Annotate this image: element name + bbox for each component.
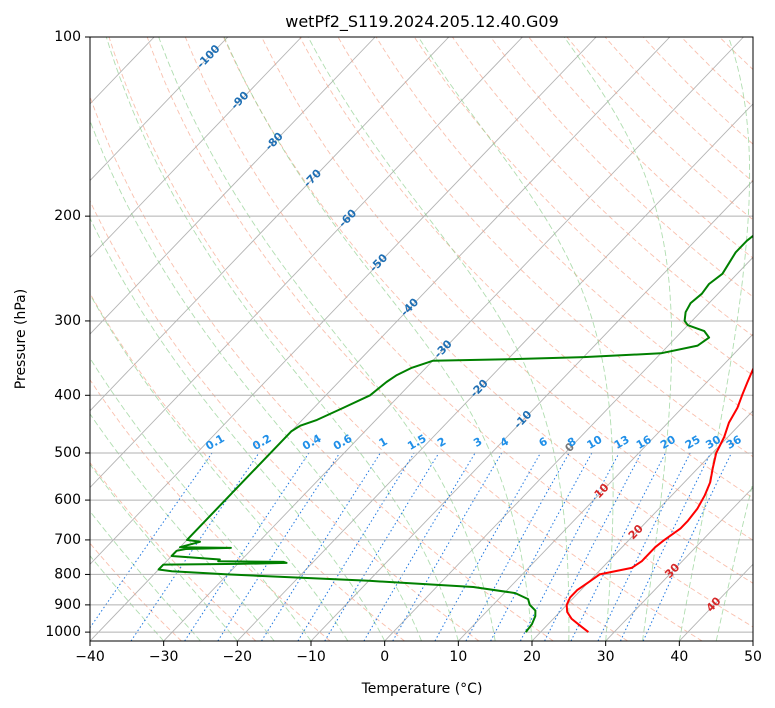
dry-adiabat-line (108, 37, 628, 641)
dry-adiabat-line (642, 37, 753, 145)
dry-adiabat-line (299, 37, 753, 499)
mixing-ratio-line (642, 452, 732, 641)
y-tick-label: 1000 (45, 624, 81, 640)
y-tick-label: 900 (54, 597, 81, 613)
y-axis-label: Pressure (hPa) (13, 289, 29, 389)
x-tick-label: −20 (223, 649, 253, 665)
dewpoint-profile-line (157, 234, 753, 633)
y-tick-label: 500 (54, 445, 81, 461)
moist-adiabat-line (90, 293, 349, 641)
mixing-ratio-line (217, 452, 341, 641)
y-axis-ticks: 100 200 300 400 500 600 700 800 900 1000 (45, 29, 90, 640)
mixing-ratio-line (363, 452, 476, 641)
x-tick-label: 20 (523, 649, 541, 665)
dry-adiabat-line (566, 37, 753, 221)
mixing-ratio-line (392, 452, 503, 641)
dry-adiabat-line (261, 37, 753, 541)
x-axis-ticks: −40 −30 −20 −10 0 10 20 30 40 50 (75, 641, 762, 665)
x-tick-label: −40 (75, 649, 105, 665)
mixing-ratio-line (261, 452, 381, 641)
y-tick-label: 800 (54, 566, 81, 582)
mixing-ratio-line (519, 452, 620, 641)
plot-frame (89, 36, 754, 642)
x-tick-label: 30 (597, 649, 615, 665)
y-tick-label: 200 (54, 208, 81, 224)
x-axis-label: Temperature (°C) (361, 681, 483, 697)
x-tick-label: 50 (744, 649, 762, 665)
y-tick-label: 700 (54, 532, 81, 548)
x-tick-label: 0 (380, 649, 389, 665)
moist-adiabat-line (90, 119, 422, 641)
mixing-ratio-line (297, 452, 415, 641)
y-tick-label: 600 (54, 492, 81, 508)
chart-title: wetPf2_S119.2024.205.12.40.G09 (285, 12, 559, 32)
mixing-ratio-line (324, 452, 440, 641)
mixing-ratio-line (184, 452, 310, 641)
y-tick-label: 300 (54, 313, 81, 329)
isotherm-line (90, 37, 229, 182)
isotherm-line (90, 37, 376, 335)
y-tick-label: 100 (54, 29, 81, 45)
profiles (157, 234, 753, 633)
x-tick-label: −10 (296, 649, 326, 665)
temperature-profile-line (565, 366, 753, 633)
isotherm-line (90, 37, 450, 412)
dry-adiabat-line (490, 37, 753, 298)
x-tick-label: −30 (149, 649, 179, 665)
dry-adiabat-line (90, 95, 554, 641)
dry-adiabat-line (452, 37, 753, 337)
isotherm-line (90, 37, 523, 489)
x-tick-label: 40 (670, 649, 688, 665)
isotherm-line (90, 37, 302, 258)
dry-adiabat-line (413, 37, 753, 377)
mixing-ratio-line (597, 452, 691, 641)
pressure-gridlines (90, 37, 753, 633)
mixing-ratio-line (544, 452, 642, 641)
mixing-ratio-line (570, 452, 666, 641)
y-tick-label: 400 (54, 387, 81, 403)
x-tick-label: 10 (449, 649, 467, 665)
